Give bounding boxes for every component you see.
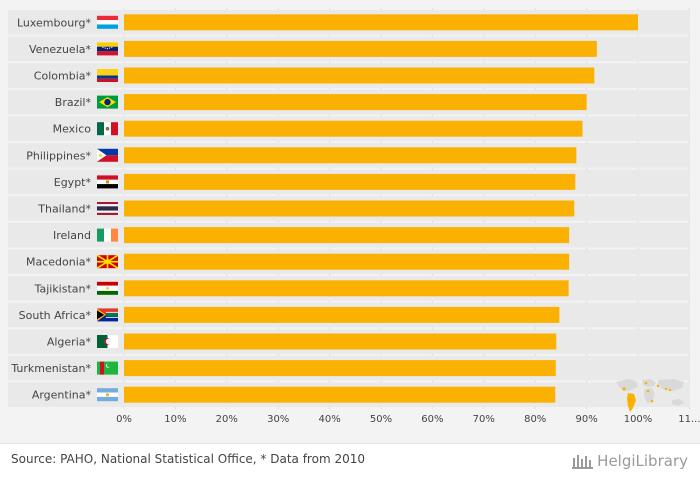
luxembourg-flag-icon	[97, 15, 118, 29]
south-africa-flag-icon	[97, 308, 118, 322]
bar[interactable]	[124, 120, 583, 137]
bar[interactable]	[124, 200, 575, 217]
bar[interactable]	[124, 147, 577, 164]
x-tick-label: 60%	[421, 414, 443, 425]
bar[interactable]	[124, 386, 556, 403]
x-tick-label: 11...	[678, 414, 700, 425]
source-note: Source: PAHO, National Statistical Offic…	[11, 452, 365, 466]
brand-name: HelgiLibrary	[597, 452, 688, 470]
category-label: Colombia*	[34, 70, 92, 83]
category-label: Macedonia*	[26, 256, 92, 269]
footer: Source: PAHO, National Statistical Offic…	[0, 443, 700, 484]
category-label: South Africa*	[19, 309, 92, 322]
category-label: Brazil*	[55, 96, 92, 109]
colombia-flag-icon	[97, 69, 118, 82]
x-tick-label: 70%	[473, 414, 495, 425]
x-axis-ticks: 0% 10% 20% 30% 40% 50% 60% 70% 80% 90% 100% 11...	[116, 414, 700, 425]
bar[interactable]	[124, 253, 570, 270]
x-tick-label: 40%	[318, 414, 340, 425]
category-label: Argentina*	[32, 389, 92, 402]
tajikistan-flag-icon	[97, 281, 118, 295]
x-tick-label: 20%	[216, 414, 238, 425]
bar-chart: Luxembourg* Venezuela* Colombia* Brazil* Mex…	[8, 8, 700, 425]
bar[interactable]	[124, 227, 570, 244]
x-tick-label: 50%	[370, 414, 392, 425]
category-label: Egypt*	[54, 176, 92, 189]
mexico-flag-icon	[97, 122, 118, 136]
ireland-flag-icon	[97, 228, 118, 242]
x-tick-label: 100%	[624, 414, 653, 425]
venezuela-flag-icon	[97, 42, 118, 56]
egypt-flag-icon	[97, 175, 118, 189]
bar[interactable]	[124, 94, 587, 111]
x-tick-label: 0%	[116, 414, 132, 425]
category-label: Luxembourg*	[17, 16, 92, 29]
category-label: Ireland	[53, 229, 91, 242]
bar[interactable]	[124, 360, 556, 377]
chart-panel: Luxembourg* Venezuela* Colombia* Brazil* Mex…	[8, 8, 700, 425]
algeria-flag-icon	[97, 335, 118, 348]
philippines-flag-icon	[97, 148, 118, 162]
bar[interactable]	[124, 67, 595, 84]
category-label: Tajikistan*	[34, 282, 92, 295]
category-label: Philippines*	[26, 149, 91, 162]
macedonia-flag-icon	[96, 254, 119, 269]
category-label: Thailand*	[37, 203, 91, 216]
argentina-flag-icon	[97, 388, 118, 402]
brand-logo[interactable]: HelgiLibrary	[572, 452, 688, 470]
category-label: Mexico	[53, 123, 92, 136]
world-map-icon	[616, 379, 684, 412]
x-tick-label: 10%	[164, 414, 186, 425]
x-tick-label: 90%	[575, 414, 597, 425]
thailand-flag-icon	[97, 202, 118, 215]
category-label: Turkmenistan*	[10, 362, 91, 375]
bar[interactable]	[124, 280, 569, 297]
bar[interactable]	[124, 40, 597, 57]
turkmenistan-flag-icon	[97, 361, 118, 375]
rows-layer: Luxembourg* Venezuela* Colombia* Brazil* Mex…	[8, 10, 690, 407]
category-label: Venezuela*	[29, 43, 91, 56]
category-label: Algeria*	[47, 336, 92, 349]
x-tick-label: 30%	[267, 414, 289, 425]
bar[interactable]	[124, 333, 557, 350]
bar[interactable]	[124, 306, 560, 323]
brazil-flag-icon	[97, 95, 118, 109]
x-tick-label: 80%	[524, 414, 546, 425]
bar[interactable]	[124, 14, 638, 31]
bar[interactable]	[124, 173, 576, 190]
library-columns-icon	[572, 455, 594, 469]
